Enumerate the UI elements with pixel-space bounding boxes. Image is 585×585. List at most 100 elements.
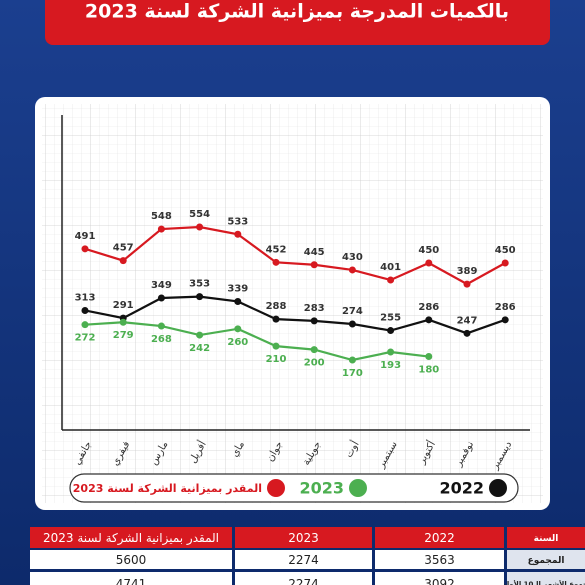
table-text: 5600 xyxy=(116,553,147,567)
point xyxy=(157,294,165,302)
point xyxy=(310,346,318,354)
data-label: 260 xyxy=(227,337,248,348)
point xyxy=(310,261,318,269)
table-cell xyxy=(235,550,372,569)
point xyxy=(234,230,242,238)
table-text: 3563 xyxy=(424,553,455,567)
legend-label: 2022 xyxy=(439,479,484,498)
table-text: 2022 xyxy=(424,531,455,545)
data-label: 548 xyxy=(151,211,172,222)
data-label: 170 xyxy=(342,368,363,379)
data-label: 255 xyxy=(380,313,401,324)
point xyxy=(387,348,395,356)
point xyxy=(501,316,509,324)
table-text: 4741 xyxy=(116,577,147,585)
table-text: 3092 xyxy=(424,577,455,585)
point xyxy=(348,266,356,274)
series-line xyxy=(84,321,429,362)
point xyxy=(272,315,280,323)
legend-swatch xyxy=(489,479,507,497)
data-label: 401 xyxy=(380,262,401,273)
data-label: 457 xyxy=(113,243,134,254)
table-cell xyxy=(30,527,232,548)
title-banner xyxy=(45,0,550,45)
table-text: 2023 xyxy=(288,531,319,545)
data-label: 313 xyxy=(75,292,96,303)
table-text: المقدر بميزانية الشركة لسنة 2023 xyxy=(43,531,219,546)
data-label: 452 xyxy=(266,244,287,255)
point xyxy=(81,306,89,314)
point xyxy=(157,225,165,233)
point xyxy=(387,327,395,335)
data-label: 286 xyxy=(418,302,439,313)
data-label: 389 xyxy=(457,266,478,277)
data-label: 272 xyxy=(75,333,96,344)
data-label: 430 xyxy=(342,252,363,263)
point xyxy=(119,318,127,326)
point xyxy=(81,245,89,253)
data-label: 288 xyxy=(266,301,287,312)
graph-paper xyxy=(42,104,543,503)
data-label: 450 xyxy=(418,245,439,256)
table-cell xyxy=(235,572,372,585)
legend-label: المقدر بميزانية الشركة لسنة 2023 xyxy=(73,482,262,495)
point xyxy=(348,356,356,364)
table-text: 2274 xyxy=(288,577,319,585)
data-label: 291 xyxy=(113,300,134,311)
data-label: 491 xyxy=(75,231,96,242)
point xyxy=(348,320,356,328)
point xyxy=(425,259,433,267)
series-line xyxy=(84,295,506,335)
point xyxy=(387,276,395,284)
data-label: 247 xyxy=(457,315,478,326)
table-cell xyxy=(375,550,504,569)
point xyxy=(196,223,204,231)
table-cell xyxy=(507,527,585,548)
data-label: 279 xyxy=(113,330,134,341)
data-label: 283 xyxy=(304,303,325,314)
point xyxy=(234,325,242,333)
point xyxy=(501,259,509,267)
data-label: 349 xyxy=(151,280,172,291)
data-label: 268 xyxy=(151,334,172,345)
table-cell xyxy=(375,527,504,548)
table-cell xyxy=(30,550,232,569)
legend-swatch xyxy=(349,479,367,497)
legend xyxy=(69,473,519,503)
data-label: 339 xyxy=(227,283,248,294)
point xyxy=(196,331,204,339)
point xyxy=(425,353,433,361)
data-label: 193 xyxy=(380,360,401,371)
title: بالكميات المدرجة بميزانية الشركة لسنة 20… xyxy=(85,1,509,23)
table-text: المجموع xyxy=(528,556,565,566)
point xyxy=(272,258,280,266)
point xyxy=(272,342,280,350)
table-text: مجموع الأشهر الـ10 الأولى xyxy=(500,580,585,585)
table-cell xyxy=(235,527,372,548)
data-label: 554 xyxy=(189,209,210,220)
point xyxy=(463,280,471,288)
point xyxy=(425,316,433,324)
data-label: 242 xyxy=(189,343,210,354)
data-label: 274 xyxy=(342,306,363,317)
data-label: 445 xyxy=(304,247,325,258)
data-label: 180 xyxy=(418,365,439,376)
table-text: السنة xyxy=(534,534,559,544)
point xyxy=(119,257,127,265)
table-cell xyxy=(375,572,504,585)
legend-label: 2023 xyxy=(299,479,344,498)
data-label: 533 xyxy=(227,216,248,227)
data-label: 200 xyxy=(304,358,325,369)
point xyxy=(157,322,165,330)
table-text: 2274 xyxy=(288,553,319,567)
table-cell xyxy=(30,572,232,585)
point xyxy=(196,293,204,301)
legend-swatch xyxy=(267,479,285,497)
table-cell xyxy=(507,572,585,585)
point xyxy=(463,329,471,337)
data-label: 286 xyxy=(495,302,516,313)
point xyxy=(234,297,242,305)
point xyxy=(81,321,89,329)
data-label: 353 xyxy=(189,279,210,290)
